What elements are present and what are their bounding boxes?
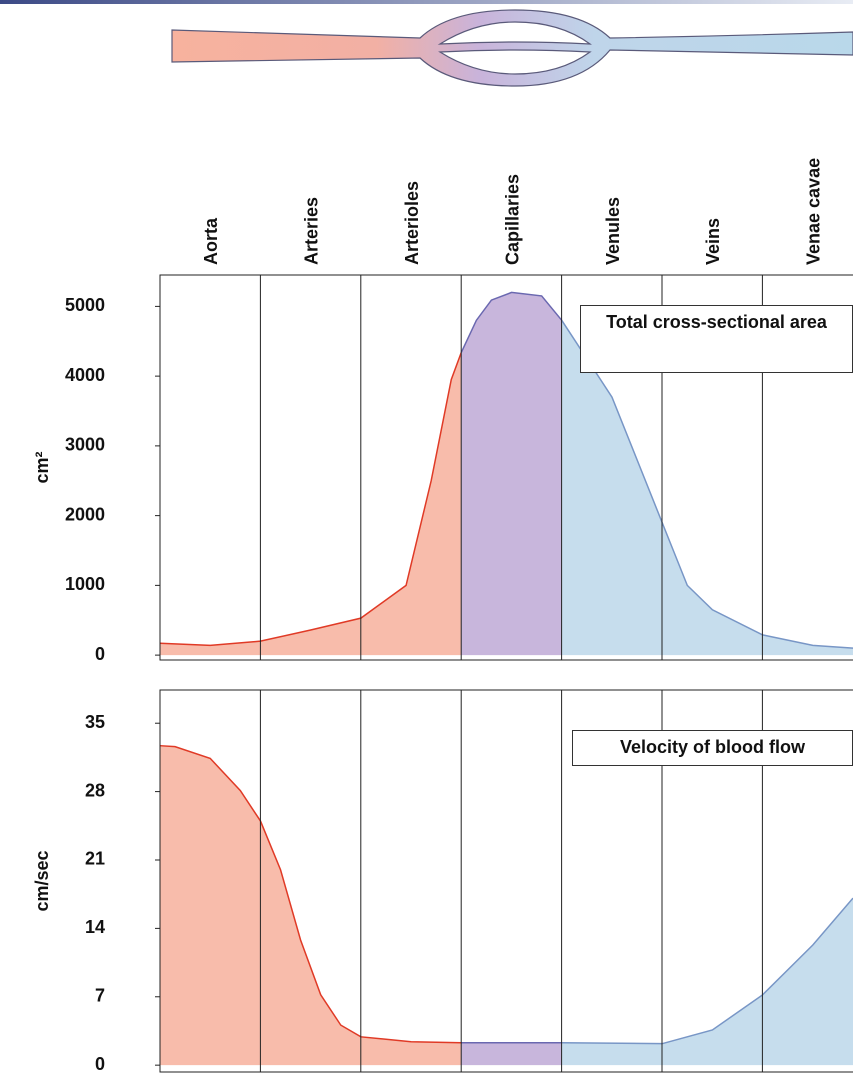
area <box>160 745 462 1066</box>
y-tick-label: 1000 <box>65 574 105 594</box>
y-tick-label: 14 <box>85 917 105 937</box>
area <box>561 898 853 1066</box>
category-label: Arterioles <box>402 181 422 265</box>
area <box>561 320 853 656</box>
y-axis-label: cm/sec <box>32 850 52 911</box>
header-bar <box>0 0 853 4</box>
y-tick-label: 21 <box>85 849 105 869</box>
category-label: Aorta <box>201 217 221 265</box>
category-label: Veins <box>703 218 723 265</box>
y-tick-label: 7 <box>95 986 105 1006</box>
area-line <box>460 291 563 353</box>
category-label: Venules <box>603 197 623 265</box>
annotation: Total cross-sectional area <box>580 305 853 373</box>
frame <box>159 274 853 661</box>
y-tick-label: 35 <box>85 712 105 732</box>
y-tick-label: 2000 <box>65 504 105 524</box>
y-axis-label: cm² <box>32 451 52 483</box>
category-label: Arteries <box>302 197 322 265</box>
category-label: Venae cavae <box>804 158 824 265</box>
vessel-diagram <box>171 9 853 87</box>
category-label: Capillaries <box>502 174 522 265</box>
y-tick-label: 3000 <box>65 435 105 455</box>
y-tick-label: 4000 <box>65 365 105 385</box>
y-tick-label: 0 <box>95 644 105 664</box>
annotation: Velocity of blood flow <box>572 730 853 766</box>
area-line <box>159 744 462 1044</box>
area-line <box>561 897 853 1045</box>
frame <box>159 689 853 1073</box>
y-tick-label: 5000 <box>65 295 105 315</box>
area <box>160 352 462 656</box>
y-tick-label: 28 <box>85 780 105 800</box>
area <box>461 1042 562 1066</box>
area <box>461 292 562 656</box>
y-tick-label: 0 <box>95 1054 105 1074</box>
area-line <box>561 319 853 649</box>
